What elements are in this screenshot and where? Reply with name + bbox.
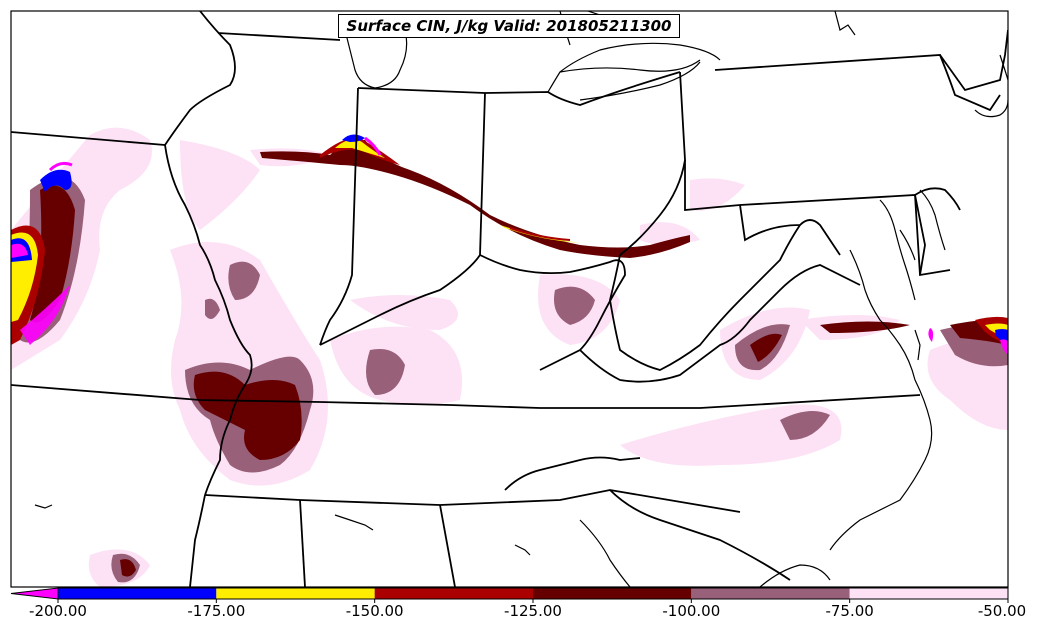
map-background (11, 11, 1008, 587)
colorbar-bin (849, 588, 1008, 599)
colorbar-tick-label: -100.00 (662, 602, 721, 620)
colorbar-under-arrow (10, 587, 59, 600)
colorbar-tick-label: -75.00 (825, 602, 874, 620)
colorbar-bin (58, 588, 217, 599)
colorbar-bin (374, 588, 533, 599)
colorbar-bin (691, 588, 850, 599)
map-frame (10, 10, 1009, 588)
colorbar-bin (533, 588, 692, 599)
cin-ridge-band (260, 140, 690, 258)
cin-field (11, 127, 1008, 587)
map-title: Surface CIN, J/kg Valid: 201805211300 (338, 14, 680, 38)
cin-east-edge (928, 316, 1008, 355)
colorbar-tick-label: -200.00 (29, 602, 87, 620)
state-borders (11, 11, 1008, 587)
colorbar-bin (216, 588, 375, 599)
cin-west-edge (11, 161, 73, 345)
cin-band-125-100 (30, 185, 1008, 577)
colorbar-tick-label: -125.00 (504, 602, 562, 620)
colorbar (10, 587, 1009, 603)
colorbar-tick-label: -150.00 (345, 602, 404, 620)
colorbar-tick-label: -50.00 (977, 602, 1027, 620)
colorbar-tick-label: -175.00 (187, 602, 246, 620)
